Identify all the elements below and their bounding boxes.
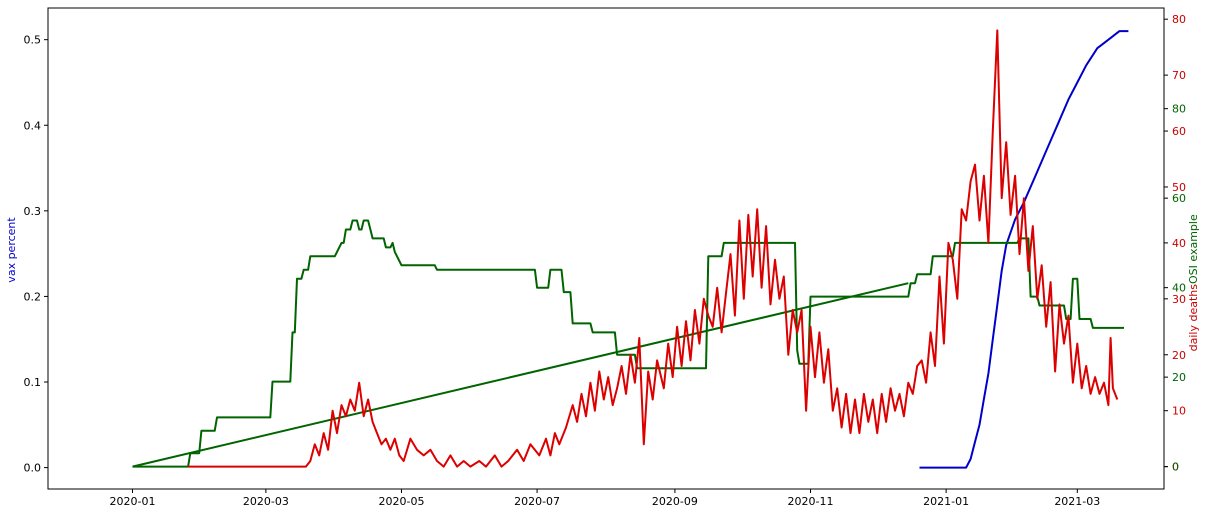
series-line-deaths-3 [188, 29, 1119, 468]
deaths-tick-label: 80 [1172, 13, 1186, 26]
deaths-tick-label: 30 [1172, 293, 1186, 306]
deaths-tick-label: 0 [1172, 461, 1179, 474]
osi-tick-label: 80 [1172, 103, 1186, 116]
x-tick-label: 2020-03 [243, 495, 289, 508]
vax-tick-label: 0.0 [24, 462, 42, 475]
deaths-tick-label: 70 [1172, 69, 1186, 82]
y-axis-vax: 0.0 0.1 0.2 0.3 0.4 0.5 [24, 34, 48, 475]
osi-tick-label: 0 [1172, 461, 1179, 474]
x-tick-label: 2021-03 [1054, 495, 1100, 508]
osi-tick-label: 60 [1172, 192, 1186, 205]
deaths-tick-label: 50 [1172, 181, 1186, 194]
deaths-tick-label: 40 [1172, 237, 1186, 250]
y-axis-label-vax: vax percent [5, 217, 18, 283]
vax-tick-label: 0.3 [24, 205, 42, 218]
plot-frame [47, 7, 1165, 490]
x-tick-label: 2020-01 [109, 495, 155, 508]
series-line-osi-2 [132, 282, 909, 468]
x-tick-label: 2020-09 [652, 495, 698, 508]
vax-tick-label: 0.4 [24, 119, 42, 132]
x-axis: 2020-01 2020-03 2020-05 2020-07 2020-09 2020-… [109, 489, 1100, 508]
deaths-tick-label: 20 [1172, 349, 1186, 362]
x-tick-label: 2020-05 [378, 495, 424, 508]
deaths-tick-label: 60 [1172, 125, 1186, 138]
series-line-vax-0 [919, 30, 1129, 469]
vax-tick-label: 0.1 [24, 376, 42, 389]
y-axis-osi: 0 20 40 60 80 [1164, 103, 1186, 474]
osi-tick-label: 20 [1172, 371, 1186, 384]
series-layer [132, 29, 1129, 469]
vax-tick-label: 0.5 [24, 34, 42, 47]
x-tick-label: 2020-07 [514, 495, 560, 508]
x-tick-label: 2020-11 [788, 495, 834, 508]
x-tick-label: 2021-01 [923, 495, 969, 508]
deaths-tick-label: 10 [1172, 405, 1186, 418]
osi-tick-label: 40 [1172, 282, 1186, 295]
y-axis-label-osi: OSI example [1187, 214, 1200, 284]
vax-tick-label: 0.2 [24, 290, 42, 303]
series-line-osi-1 [132, 219, 1124, 468]
y-axis-label-deaths: daily deaths [1187, 284, 1200, 352]
